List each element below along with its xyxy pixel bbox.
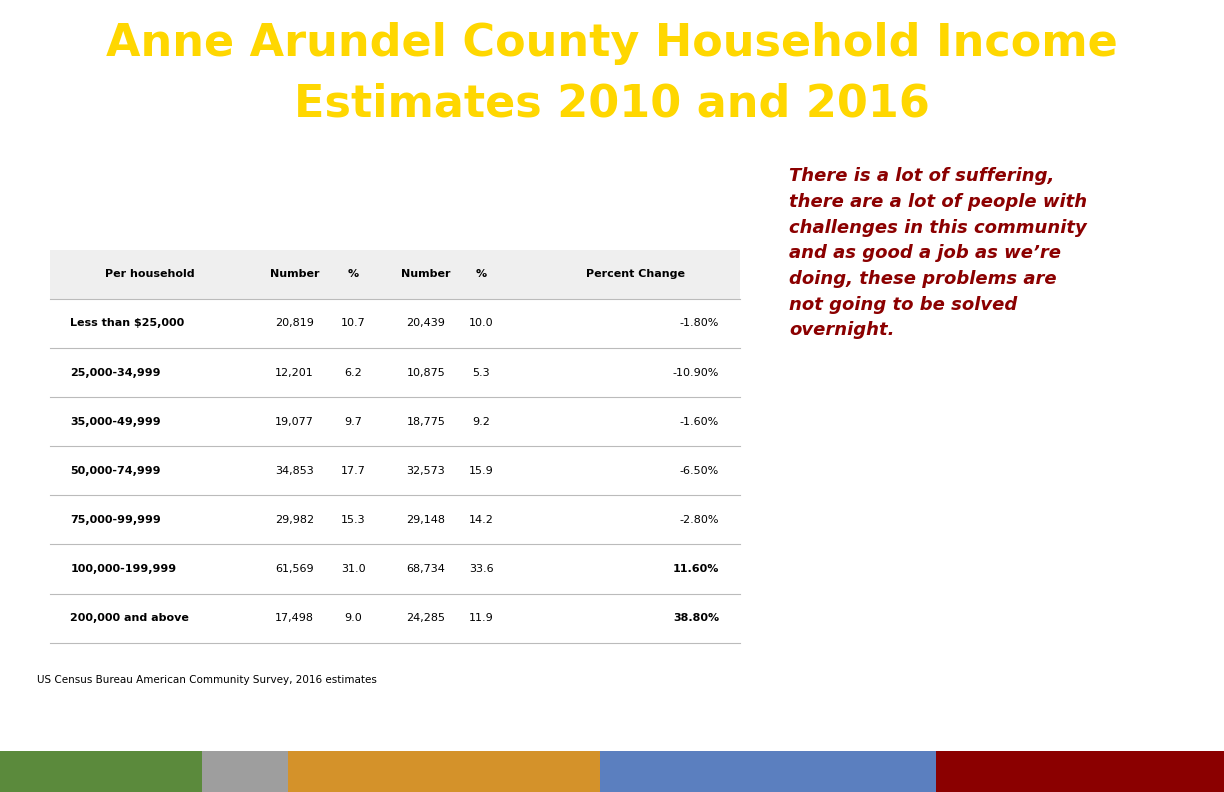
Bar (50, 249, 739, 642)
Text: 50,000-74,999: 50,000-74,999 (70, 466, 160, 476)
Text: 9.7: 9.7 (344, 417, 362, 427)
Text: %: % (475, 269, 487, 280)
Text: 29,982: 29,982 (275, 515, 315, 525)
Text: 24,285: 24,285 (406, 613, 446, 623)
Bar (288, 751, 600, 792)
Text: Number: Number (271, 269, 319, 280)
Text: 6.2: 6.2 (344, 367, 362, 378)
Text: 200,000 and above: 200,000 and above (70, 613, 190, 623)
Text: 10.0: 10.0 (469, 318, 493, 329)
Text: -10.90%: -10.90% (673, 367, 720, 378)
Text: 14.2: 14.2 (469, 515, 493, 525)
Text: 35,000-49,999: 35,000-49,999 (70, 417, 160, 427)
Text: -1.60%: -1.60% (679, 417, 720, 427)
Text: 5.3: 5.3 (472, 367, 490, 378)
Text: 20,819: 20,819 (275, 318, 315, 329)
Text: 33.6: 33.6 (469, 564, 493, 574)
Text: -1.80%: -1.80% (679, 318, 720, 329)
Text: 32,573: 32,573 (406, 466, 446, 476)
Text: Anne Arundel County Household Income: Anne Arundel County Household Income (106, 22, 1118, 65)
Text: %: % (348, 269, 359, 280)
Text: 34,853: 34,853 (275, 466, 315, 476)
Text: Number: Number (401, 269, 450, 280)
Text: 25,000-34,999: 25,000-34,999 (70, 367, 160, 378)
Text: 75,000-99,999: 75,000-99,999 (70, 515, 162, 525)
Bar (0, 751, 202, 792)
Text: 17.7: 17.7 (341, 466, 366, 476)
Text: -6.50%: -6.50% (679, 466, 720, 476)
Bar (202, 751, 288, 792)
Text: 15.9: 15.9 (469, 466, 493, 476)
Text: Per household: Per household (105, 269, 195, 280)
Text: 29,148: 29,148 (406, 515, 446, 525)
Text: 20,439: 20,439 (406, 318, 446, 329)
Text: 12,201: 12,201 (275, 367, 315, 378)
Text: Estimates 2010 and 2016: Estimates 2010 and 2016 (294, 82, 930, 125)
Text: US Census Bureau American Community Survey, 2016 estimates: US Census Bureau American Community Surv… (37, 676, 377, 685)
Text: 31.0: 31.0 (341, 564, 366, 574)
Bar (936, 751, 1224, 792)
Text: 10.7: 10.7 (341, 318, 366, 329)
Text: 19,077: 19,077 (275, 417, 315, 427)
Text: 10,875: 10,875 (406, 367, 446, 378)
Text: 17,498: 17,498 (275, 613, 315, 623)
Text: 38.80%: 38.80% (673, 613, 720, 623)
Bar (50, 249, 739, 299)
Text: 9.0: 9.0 (344, 613, 362, 623)
Text: 15.3: 15.3 (341, 515, 366, 525)
Text: Less than $25,000: Less than $25,000 (70, 318, 185, 329)
Text: 9.2: 9.2 (472, 417, 490, 427)
Bar (600, 751, 936, 792)
Text: 11.9: 11.9 (469, 613, 493, 623)
Text: 100,000-199,999: 100,000-199,999 (70, 564, 176, 574)
Text: 61,569: 61,569 (275, 564, 315, 574)
Text: 18,775: 18,775 (406, 417, 446, 427)
Text: -2.80%: -2.80% (679, 515, 720, 525)
Text: 68,734: 68,734 (406, 564, 446, 574)
Text: Percent Change: Percent Change (585, 269, 684, 280)
Text: Estimated Annual Household  Income Numbers 2010 and 2016: Estimated Annual Household Income Number… (162, 204, 628, 217)
Text: There is a lot of suffering,
there are a lot of people with
challenges in this c: There is a lot of suffering, there are a… (789, 167, 1088, 339)
Text: 11.60%: 11.60% (673, 564, 720, 574)
